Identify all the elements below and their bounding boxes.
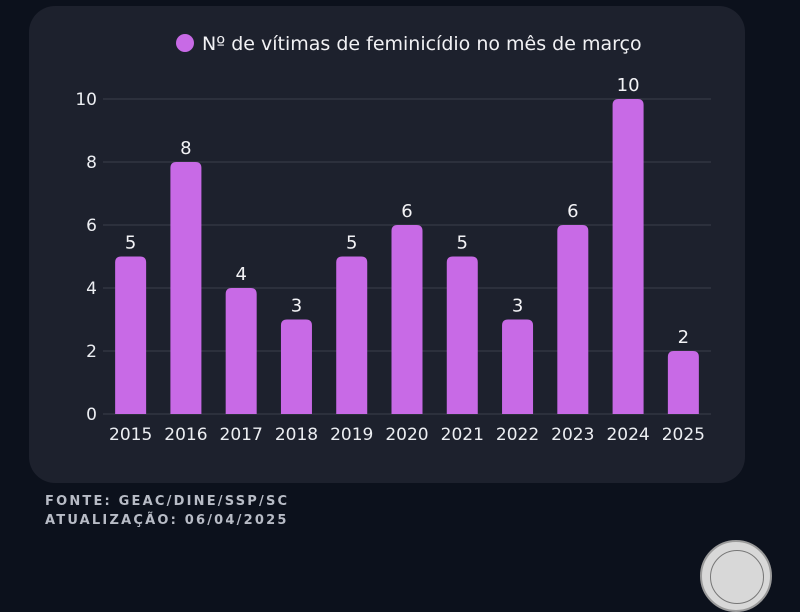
- data-label: 5: [346, 233, 357, 254]
- bar-2019: [336, 256, 368, 414]
- x-tick-label: 2025: [662, 425, 705, 445]
- bar-2025: [667, 351, 699, 414]
- y-axis: 0 2 4 6 8 10: [75, 90, 97, 425]
- x-tick-label: 2020: [385, 425, 428, 445]
- data-label: 4: [235, 264, 246, 285]
- bar-2015: [115, 256, 147, 414]
- x-tick-label: 2022: [496, 425, 539, 445]
- bar-2017: [225, 288, 257, 414]
- data-label: 10: [617, 75, 640, 96]
- update-date-text: ATUALIZAÇÃO: 06/04/2025: [45, 513, 289, 528]
- bar-2020: [391, 225, 423, 414]
- x-tick-label: 2017: [220, 425, 263, 445]
- bar-2018: [280, 319, 312, 414]
- state-seal-logo: [700, 540, 772, 612]
- data-label: 5: [125, 233, 136, 254]
- data-label: 6: [567, 201, 578, 222]
- data-label: 6: [401, 201, 412, 222]
- y-tick-label: 4: [86, 279, 97, 299]
- x-tick-label: 2016: [164, 425, 207, 445]
- x-tick-label: 2018: [275, 425, 318, 445]
- source-text: FONTE: GEAC/DINE/SSP/SC: [45, 494, 290, 509]
- x-tick-label: 2023: [551, 425, 594, 445]
- data-label: 3: [512, 296, 523, 317]
- bar-2021: [446, 256, 478, 414]
- x-tick-label: 2019: [330, 425, 373, 445]
- data-label: 5: [457, 233, 468, 254]
- y-tick-label: 6: [86, 216, 97, 236]
- y-tick-label: 8: [86, 153, 97, 173]
- bar-2024: [612, 99, 644, 414]
- bar-2022: [502, 319, 534, 414]
- legend-marker-icon: [176, 34, 194, 52]
- legend: Nº de vítimas de feminicídio no mês de m…: [176, 33, 642, 55]
- footer: FONTE: GEAC/DINE/SSP/SC ATUALIZAÇÃO: 06/…: [45, 492, 289, 530]
- x-tick-label: 2024: [606, 425, 649, 445]
- data-label: 3: [291, 296, 302, 317]
- data-labels: 5 8 4 3 5 6 5 3 6 10 2: [125, 75, 689, 348]
- y-tick-label: 2: [86, 342, 97, 362]
- data-label: 8: [180, 138, 191, 159]
- legend-label: Nº de vítimas de feminicídio no mês de m…: [202, 33, 642, 55]
- x-tick-label: 2021: [441, 425, 484, 445]
- bar-2023: [557, 225, 589, 414]
- x-axis: 2015 2016 2017 2018 2019 2020 2021 2022 2023 2024…: [109, 425, 705, 445]
- y-tick-label: 0: [86, 405, 97, 425]
- x-tick-label: 2015: [109, 425, 152, 445]
- data-label: 2: [678, 327, 689, 348]
- y-tick-label: 10: [75, 90, 97, 110]
- bar-2016: [170, 162, 202, 414]
- bars: [115, 99, 699, 414]
